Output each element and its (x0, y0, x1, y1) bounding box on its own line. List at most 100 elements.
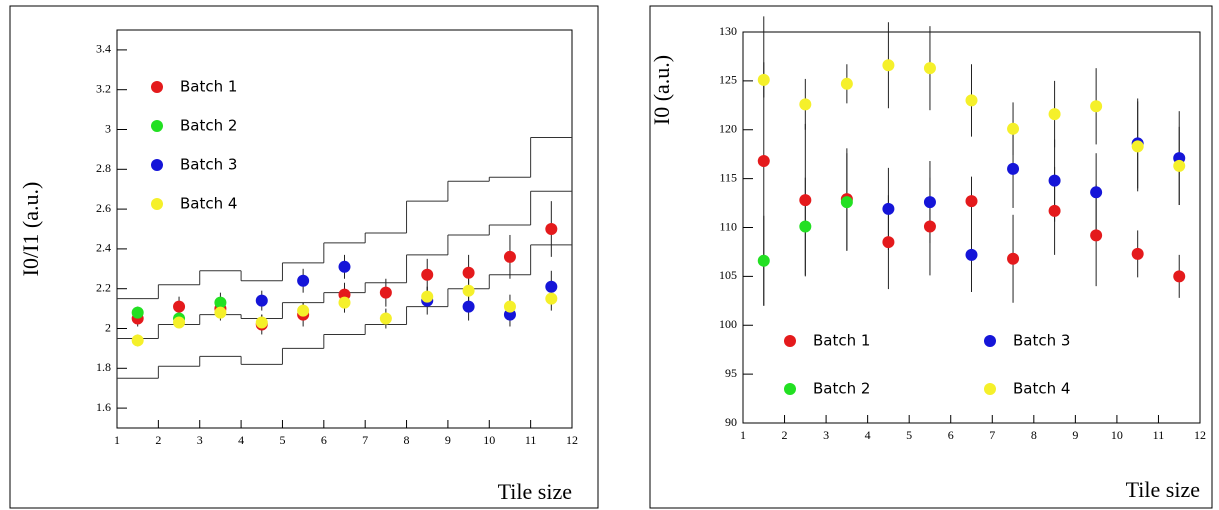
point (757, 254, 770, 267)
x-tick-label: 7 (989, 428, 995, 442)
point (462, 284, 475, 297)
point (503, 250, 516, 263)
point (1173, 159, 1186, 172)
legend-marker (151, 81, 163, 93)
point (923, 220, 936, 233)
x-tick-label: 2 (782, 428, 788, 442)
legend-label: Batch 2 (180, 117, 237, 135)
point (545, 280, 558, 293)
x-tick-label: 3 (823, 428, 829, 442)
point (965, 195, 978, 208)
point (379, 312, 392, 325)
point (462, 266, 475, 279)
point (757, 73, 770, 86)
legend-marker (984, 383, 996, 395)
point (297, 274, 310, 287)
point (421, 268, 434, 281)
y-tick-label: 90 (725, 415, 737, 429)
y-tick-label: 3.2 (96, 81, 111, 95)
point (882, 59, 895, 72)
point (338, 296, 351, 309)
legend-label: Batch 4 (1013, 380, 1070, 398)
point (1048, 174, 1061, 187)
point (173, 316, 186, 329)
y-axis-title: I0/I1 (a.u.) (18, 182, 43, 277)
point (882, 236, 895, 249)
x-tick-label: 11 (525, 433, 537, 447)
x-tick-label: 12 (566, 433, 578, 447)
point (882, 202, 895, 215)
point (255, 316, 268, 329)
legend-label: Batch 2 (813, 380, 870, 398)
legend-marker (151, 198, 163, 210)
point (840, 196, 853, 209)
x-tick-label: 7 (362, 433, 368, 447)
y-tick-label: 130 (719, 24, 737, 38)
x-tick-label: 11 (1153, 428, 1165, 442)
point (799, 98, 812, 111)
point (965, 248, 978, 261)
legend-marker (784, 335, 796, 347)
legend-marker (784, 383, 796, 395)
point (1173, 270, 1186, 283)
x-tick-label: 6 (321, 433, 327, 447)
point (923, 196, 936, 209)
point (1048, 108, 1061, 121)
point (799, 194, 812, 207)
x-tick-label: 1 (114, 433, 120, 447)
point (1007, 162, 1020, 175)
point (545, 292, 558, 305)
y-tick-label: 3.4 (96, 42, 111, 56)
legend-label: Batch 1 (813, 332, 870, 350)
point (214, 306, 227, 319)
point (840, 77, 853, 90)
plot-frame (116, 29, 573, 429)
x-tick-label: 5 (906, 428, 912, 442)
point (338, 260, 351, 273)
legend-label: Batch 4 (180, 195, 237, 213)
legend-marker (151, 120, 163, 132)
point (297, 304, 310, 317)
y-tick-label: 2 (105, 320, 111, 334)
point (1007, 122, 1020, 135)
point (799, 220, 812, 233)
x-tick-label: 12 (1194, 428, 1206, 442)
x-tick-label: 4 (238, 433, 244, 447)
point (214, 296, 227, 309)
y-tick-label: 105 (719, 268, 737, 282)
point (255, 294, 268, 307)
legend-marker (151, 159, 163, 171)
panel-frame (9, 5, 599, 509)
x-tick-label: 10 (1111, 428, 1123, 442)
x-tick-label: 3 (197, 433, 203, 447)
point (503, 300, 516, 313)
legend-label: Batch 3 (180, 156, 237, 174)
y-tick-label: 1.6 (96, 400, 111, 414)
point (462, 300, 475, 313)
y-tick-label: 2.2 (96, 280, 111, 294)
point (1131, 140, 1144, 153)
panel-frame (649, 5, 1213, 509)
point (923, 62, 936, 75)
x-tick-label: 9 (445, 433, 451, 447)
y-tick-label: 95 (725, 366, 737, 380)
x-tick-label: 8 (1031, 428, 1037, 442)
point (965, 94, 978, 107)
x-tick-label: 8 (404, 433, 410, 447)
point (1007, 252, 1020, 265)
point (131, 306, 144, 319)
point (173, 300, 186, 313)
x-axis-title: Tile size (1126, 477, 1200, 502)
x-tick-label: 4 (865, 428, 871, 442)
y-tick-label: 1.8 (96, 360, 111, 374)
point (1090, 229, 1103, 242)
x-tick-label: 5 (279, 433, 285, 447)
x-tick-label: 6 (948, 428, 954, 442)
y-tick-label: 125 (719, 73, 737, 87)
y-tick-label: 110 (719, 219, 737, 233)
point (1090, 100, 1103, 113)
y-tick-label: 2.6 (96, 201, 111, 215)
y-tick-label: 2.8 (96, 161, 111, 175)
